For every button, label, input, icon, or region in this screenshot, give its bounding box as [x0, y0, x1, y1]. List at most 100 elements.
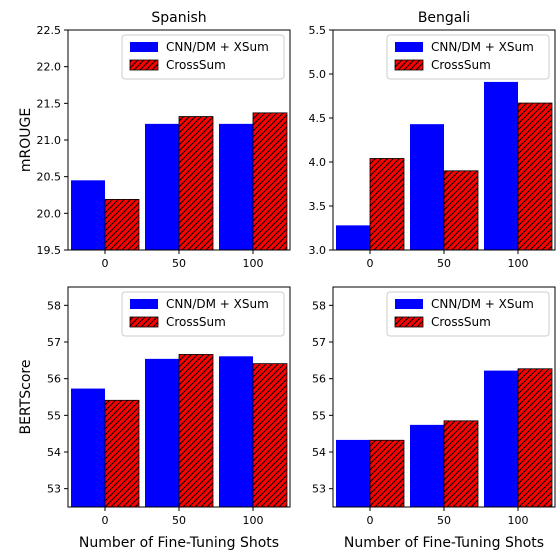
legend-swatch-cnn-xsum — [130, 299, 158, 309]
x-tick-label: 100 — [508, 257, 529, 270]
y-tick-label: 57 — [312, 336, 326, 349]
chart-panel-4: 0 50 100 53 54 55 56 57 58 Number of Fine-Tuning … — [312, 286, 556, 551]
bar-crosssum-50 — [443, 420, 479, 508]
bar-crosssum-50 — [178, 116, 214, 251]
legend-label: CrossSum — [166, 315, 226, 329]
y-axis-label: mROUGE — [18, 108, 34, 172]
legend-label: CNN/DM + XSum — [431, 297, 534, 311]
x-tick-label: 100 — [243, 257, 264, 270]
axes-frame — [332, 29, 556, 251]
x-tick-label: 50 — [437, 514, 451, 527]
y-tick-label: 55 — [312, 409, 326, 422]
legend-label: CrossSum — [431, 58, 491, 72]
legend-box — [386, 291, 550, 337]
y-tick-label: 5.5 — [309, 24, 327, 37]
bar-crosssum-100 — [252, 363, 288, 508]
x-tick-label: 50 — [172, 514, 186, 527]
x-axis-label: Number of Fine-Tuning Shots — [79, 535, 279, 551]
legend: CNN/DM + XSum CrossSum — [386, 34, 550, 80]
legend-swatch-crosssum — [394, 316, 424, 328]
bar-crosssum-0 — [104, 198, 140, 251]
axes-frame — [67, 286, 291, 508]
y-tick-label: 21.0 — [37, 134, 62, 147]
chart-panel-2: 0 50 100 3.0 3.5 4.0 4.5 5.0 5.5 Bengali CNN/DM + … — [309, 10, 556, 270]
y-tick-label: 19.5 — [37, 244, 62, 257]
legend-swatch-crosssum — [129, 59, 159, 71]
x-tick-label: 50 — [172, 257, 186, 270]
bar-cnn-xsum-50 — [145, 358, 179, 507]
legend-label: CNN/DM + XSum — [166, 40, 269, 54]
y-tick-label: 58 — [312, 299, 326, 312]
legend-label: CNN/DM + XSum — [431, 40, 534, 54]
legend: CNN/DM + XSum CrossSum — [121, 34, 285, 80]
legend-box — [121, 291, 285, 337]
bar-crosssum-0 — [104, 399, 140, 508]
legend-box — [386, 34, 550, 80]
x-tick-label: 100 — [243, 514, 264, 527]
chart-panel-3: 0 50 100 53 54 55 56 57 58 BERTScore Number of Fin… — [18, 286, 291, 551]
bar-cnn-xsum-0 — [71, 388, 105, 507]
bar-cnn-xsum-100 — [219, 123, 253, 250]
chart-title: Bengali — [418, 10, 470, 26]
legend-swatch-cnn-xsum — [395, 299, 423, 309]
y-tick-label: 4.0 — [309, 156, 327, 169]
y-tick-label: 4.5 — [309, 112, 327, 125]
chart-panel-1: 0 50 100 19.5 20.0 20.5 21.0 21.5 22.0 22.5 Spanis… — [18, 10, 291, 270]
bar-cnn-xsum-100 — [219, 356, 253, 507]
y-tick-label: 58 — [47, 299, 61, 312]
bar-crosssum-0 — [369, 439, 405, 508]
y-tick-label: 22.5 — [37, 24, 62, 37]
y-tick-label: 55 — [47, 409, 61, 422]
x-tick-label: 0 — [102, 257, 109, 270]
bar-crosssum-100 — [517, 102, 553, 251]
bar-cnn-xsum-50 — [145, 123, 179, 250]
x-tick-label: 0 — [367, 514, 374, 527]
legend-swatch-crosssum — [394, 59, 424, 71]
legend-swatch-crosssum — [129, 316, 159, 328]
y-tick-label: 57 — [47, 336, 61, 349]
y-tick-label: 5.0 — [309, 68, 327, 81]
y-tick-label: 53 — [312, 483, 326, 496]
legend-swatch-cnn-xsum — [130, 42, 158, 52]
legend: CNN/DM + XSum CrossSum — [386, 291, 550, 337]
y-tick-label: 21.5 — [37, 97, 62, 110]
y-tick-label: 3.5 — [309, 200, 327, 213]
bar-cnn-xsum-100 — [484, 370, 518, 507]
y-tick-label: 20.0 — [37, 207, 62, 220]
y-tick-label: 54 — [47, 446, 61, 459]
bar-crosssum-50 — [443, 170, 479, 251]
y-axis-label: BERTScore — [18, 360, 34, 435]
y-tick-label: 54 — [312, 446, 326, 459]
bar-cnn-xsum-0 — [336, 225, 370, 250]
bar-crosssum-100 — [252, 112, 288, 251]
y-tick-label: 3.0 — [309, 244, 327, 257]
legend: CNN/DM + XSum CrossSum — [121, 291, 285, 337]
legend-label: CrossSum — [166, 58, 226, 72]
x-axis-label: Number of Fine-Tuning Shots — [344, 535, 544, 551]
y-tick-label: 56 — [312, 373, 326, 386]
bar-cnn-xsum-50 — [410, 424, 444, 507]
axes-frame — [67, 29, 291, 251]
chart-title: Spanish — [151, 10, 206, 26]
y-tick-label: 22.0 — [37, 61, 62, 74]
bar-crosssum-50 — [178, 354, 214, 508]
legend-swatch-cnn-xsum — [395, 42, 423, 52]
legend-label: CNN/DM + XSum — [166, 297, 269, 311]
x-tick-label: 0 — [102, 514, 109, 527]
bar-crosssum-0 — [369, 158, 405, 251]
bar-cnn-xsum-0 — [336, 439, 370, 507]
legend-label: CrossSum — [431, 315, 491, 329]
axes-frame — [332, 286, 556, 508]
bar-cnn-xsum-100 — [484, 81, 518, 250]
x-tick-label: 100 — [508, 514, 529, 527]
legend-box — [121, 34, 285, 80]
y-tick-label: 56 — [47, 373, 61, 386]
x-tick-label: 0 — [367, 257, 374, 270]
x-tick-label: 50 — [437, 257, 451, 270]
y-tick-label: 20.5 — [37, 171, 62, 184]
bar-cnn-xsum-50 — [410, 124, 444, 250]
bar-cnn-xsum-0 — [71, 180, 105, 250]
y-tick-label: 53 — [47, 483, 61, 496]
bar-crosssum-100 — [517, 368, 553, 508]
